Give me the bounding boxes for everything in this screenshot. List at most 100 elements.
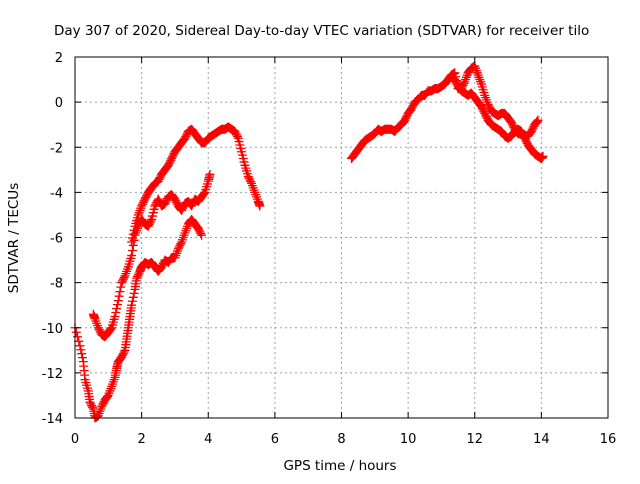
data-point [474,72,484,82]
y-tick-label: -2 [50,141,63,156]
data-point [115,287,125,297]
data-point [107,379,117,389]
data-point [109,375,119,385]
data-point [72,332,82,342]
data-point [127,251,137,261]
data-point [104,388,114,398]
data-point [128,229,138,239]
data-point [250,187,260,197]
data-point [171,251,181,261]
x-tick-label: 6 [271,432,279,447]
data-point [127,245,137,255]
data-point [481,95,491,105]
data-point [198,190,208,200]
y-tick-label: -6 [50,232,63,247]
data-point [77,353,87,363]
series-5 [446,72,548,164]
x-tick-label: 0 [71,432,79,447]
data-point [177,237,187,247]
data-point [105,386,115,396]
data-point [199,189,209,199]
data-point [112,304,122,314]
data-point [95,406,105,416]
data-point [476,77,486,87]
data-point [103,390,113,400]
data-point [116,282,126,292]
x-tick-label: 14 [533,432,550,447]
data-point [247,181,257,191]
data-point [121,269,131,279]
data-point [481,93,491,103]
data-point [538,151,548,161]
y-tick-label: 0 [55,96,63,111]
grid-layer [75,57,608,418]
y-tick-label: -10 [42,322,63,337]
data-point [178,233,188,242]
data-point [77,349,87,359]
data-point [110,311,120,321]
x-tick-label: 2 [137,432,145,447]
data-point [120,271,130,281]
y-tick-label: -14 [42,412,63,427]
ticks-layer: 0 2 4 6 8 10 12 14 16 -14 -12 -10 -8 -6 -4 -2 0 2 [42,51,617,447]
x-tick-label: 12 [466,432,483,447]
data-point [470,61,480,71]
data-point [532,116,542,126]
data-point [127,300,137,310]
y-tick-label: 2 [55,51,63,66]
data-point [252,192,262,202]
data-point [460,77,470,87]
data-point [251,190,261,200]
data-point [92,320,102,330]
data-point [113,296,123,306]
data-point [461,72,471,82]
data-point [480,90,490,100]
data-point [108,377,118,387]
data-point [473,70,483,80]
x-tick-label: 4 [204,432,212,447]
data-point [471,63,481,73]
data-point [172,246,182,256]
data-point [119,347,129,357]
data-point [133,210,143,220]
data-point [180,228,190,238]
data-point [76,345,86,355]
y-axis-label: SDTVAR / TECUs [6,183,22,293]
data-point [205,169,215,179]
data-point [106,384,116,394]
data-point [90,314,100,324]
data-point [182,223,192,233]
data-point [106,324,116,334]
data-point [146,216,156,226]
data-point [533,115,543,125]
data-point [177,235,187,245]
data-point [92,318,102,328]
data-point [87,402,97,412]
data-point [105,325,115,335]
data-point [246,177,256,187]
data-point [91,316,101,326]
data-point [107,381,117,391]
data-point [255,201,265,211]
data-point [136,203,146,213]
data-point [119,273,129,283]
x-axis-label: GPS time / hours [283,458,396,474]
data-point [122,266,132,276]
data-point [471,66,481,76]
series-4 [346,61,543,164]
data-point [127,296,137,306]
data-point [96,404,106,414]
data-point [472,68,482,78]
data-point [249,185,259,195]
data-point [232,132,242,142]
data-point [461,75,471,85]
data-point [128,292,138,302]
chart-title: Day 307 of 2020, Sidereal Day-to-day VTE… [54,23,589,39]
data-point [134,208,144,218]
data-point [531,117,541,127]
data-point [127,233,137,243]
data-point [196,229,206,239]
data-point [135,205,145,215]
